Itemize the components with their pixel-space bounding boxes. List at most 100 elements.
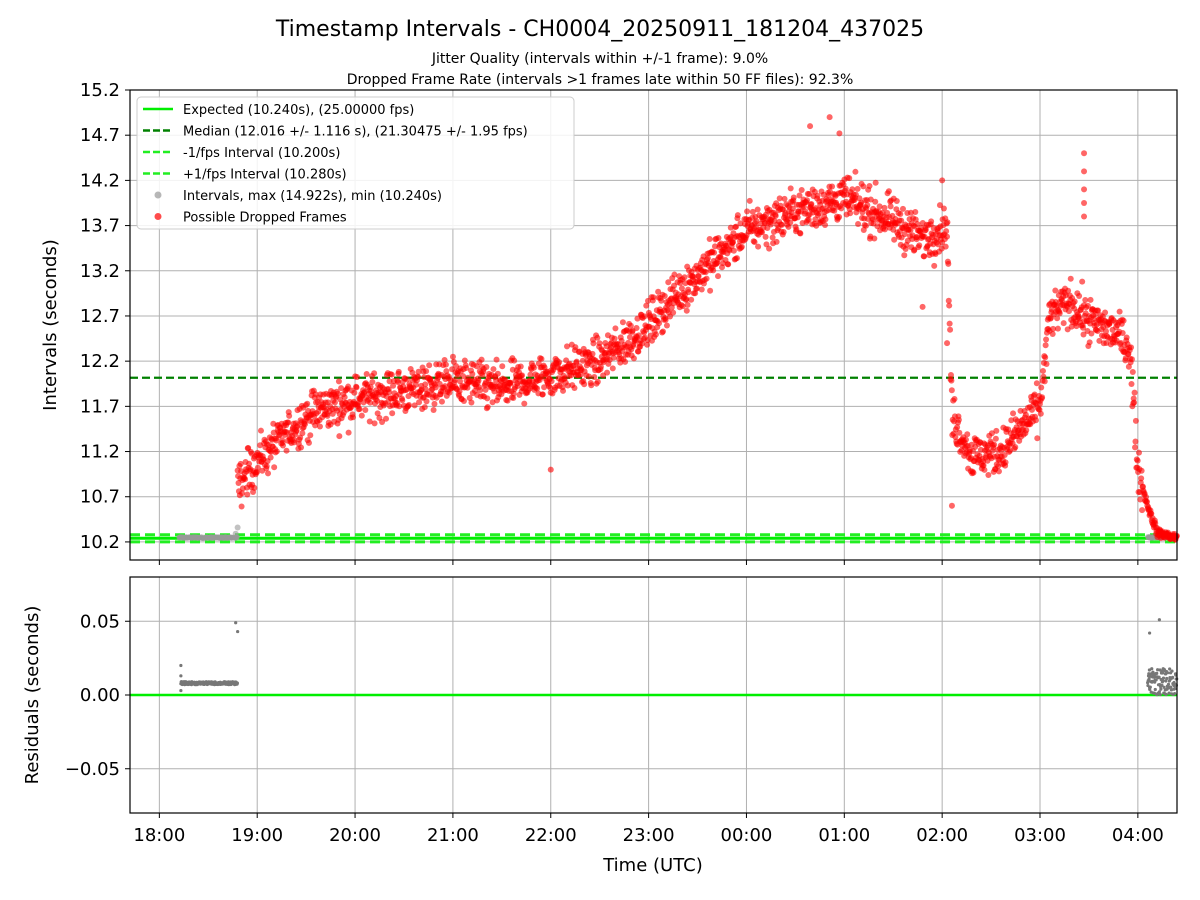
dropped-frame-point — [588, 382, 595, 389]
dropped-frame-point — [952, 434, 959, 441]
dropped-frame-point — [1081, 168, 1088, 175]
dropped-frame-point — [659, 328, 666, 335]
dropped-frame-point — [781, 195, 788, 202]
dropped-frame-point — [594, 378, 601, 385]
dropped-frame-point — [404, 376, 411, 383]
residual-point — [179, 663, 183, 668]
dropped-frame-point — [733, 223, 740, 230]
y-tick-label: 14.2 — [80, 170, 120, 191]
dropped-frame-point — [790, 194, 797, 201]
dropped-frame-point — [746, 197, 753, 204]
legend: Expected (10.240s), (25.00000 fps) Median… — [136, 96, 575, 230]
residual-point — [1155, 671, 1159, 675]
residual-point — [1161, 676, 1166, 680]
dropped-frame-point — [484, 395, 491, 402]
dropped-frame-point — [939, 177, 946, 184]
dropped-frame-point — [663, 322, 670, 329]
dropped-frame-point — [681, 274, 688, 281]
dropped-frame-point — [504, 397, 511, 404]
dropped-frame-point — [706, 236, 713, 243]
dropped-frame-point — [329, 410, 336, 417]
dropped-frame-point — [944, 340, 951, 347]
x-tick-label: 00:00 — [721, 825, 773, 846]
dropped-frame-point — [564, 343, 571, 350]
dropped-frame-point — [943, 228, 950, 235]
dropped-frame-point — [534, 385, 541, 392]
dropped-frame-point — [1128, 344, 1135, 351]
residual-point — [1147, 668, 1152, 672]
y-tick-label: 13.2 — [80, 261, 120, 282]
dropped-frame-point — [864, 202, 871, 209]
residual-point — [179, 688, 183, 693]
dropped-frame-point — [356, 406, 363, 413]
dropped-frame-point — [872, 179, 879, 186]
dropped-frame-point — [395, 368, 402, 375]
dropped-frame-point — [1081, 186, 1088, 193]
dropped-frame-point — [1132, 444, 1139, 451]
dropped-frame-point — [572, 344, 579, 351]
dropped-frame-point — [494, 370, 501, 377]
dropped-frame-point — [1043, 360, 1050, 367]
dropped-frame-point — [665, 279, 672, 286]
dropped-frame-point — [285, 419, 292, 426]
dropped-frame-point — [273, 437, 280, 444]
dropped-frame-point — [1139, 507, 1146, 514]
dropped-frame-point — [1128, 356, 1135, 363]
dropped-frame-point — [411, 402, 418, 409]
intervals-x-ticks — [158, 560, 1139, 565]
dropped-frame-point — [493, 356, 500, 363]
legend-label: Expected (10.240s), (25.00000 fps) — [183, 103, 414, 118]
dropped-frame-point — [805, 216, 812, 223]
dropped-frame-point — [789, 205, 796, 212]
dropped-frame-point — [798, 186, 805, 193]
dropped-frame-point — [353, 384, 360, 391]
dropped-frames-series — [234, 114, 1180, 543]
dropped-frame-point — [1056, 310, 1063, 317]
dropped-frame-point — [860, 183, 867, 190]
dropped-frame-point — [460, 373, 467, 380]
dropped-frame-point — [855, 221, 862, 228]
dropped-frame-point — [751, 238, 758, 245]
dropped-frame-point — [671, 271, 678, 278]
dropped-frame-point — [656, 320, 663, 327]
dropped-frame-point — [993, 427, 1000, 434]
dropped-frame-point — [945, 297, 952, 304]
dropped-frame-point — [921, 253, 928, 260]
dropped-frame-point — [358, 412, 365, 419]
intervals-plot-frame — [129, 89, 1178, 561]
dropped-frame-point — [338, 385, 345, 392]
dropped-frame-point — [1137, 496, 1144, 503]
dropped-frame-point — [1032, 417, 1039, 424]
dropped-frame-point — [970, 469, 977, 476]
dropped-frame-point — [772, 212, 779, 219]
residual-point — [1173, 692, 1177, 696]
dropped-frame-point — [482, 386, 489, 393]
dropped-frame-point — [981, 466, 988, 473]
residual-point — [1159, 687, 1163, 691]
dropped-frame-point — [897, 211, 904, 218]
legend-box — [136, 96, 575, 230]
dropped-frame-point — [679, 303, 686, 310]
chart-subtitle-jitter: Jitter Quality (intervals within +/-1 fr… — [431, 51, 768, 67]
dropped-frame-point — [1067, 275, 1074, 282]
x-tick-label: 23:00 — [623, 825, 675, 846]
dropped-frame-point — [610, 354, 617, 361]
x-axis-label: Time (UTC) — [602, 855, 703, 876]
dropped-frame-point — [1054, 325, 1061, 332]
dropped-frame-point — [683, 307, 690, 314]
dropped-frame-point — [336, 433, 343, 440]
dropped-frame-point — [955, 416, 962, 423]
dropped-frame-point — [912, 216, 919, 223]
dropped-frame-point — [881, 226, 888, 233]
dropped-frame-point — [1041, 378, 1048, 385]
dropped-frame-point — [630, 355, 637, 362]
dropped-frame-point — [944, 233, 951, 240]
dropped-frame-point — [807, 123, 814, 130]
residual-point — [1164, 692, 1168, 697]
dropped-frame-point — [854, 185, 861, 192]
dropped-frame-point — [1065, 287, 1072, 294]
dropped-frame-point — [639, 340, 646, 347]
dropped-frame-point — [304, 400, 311, 407]
dropped-frame-point — [1081, 213, 1088, 220]
dropped-frame-point — [1080, 324, 1087, 331]
